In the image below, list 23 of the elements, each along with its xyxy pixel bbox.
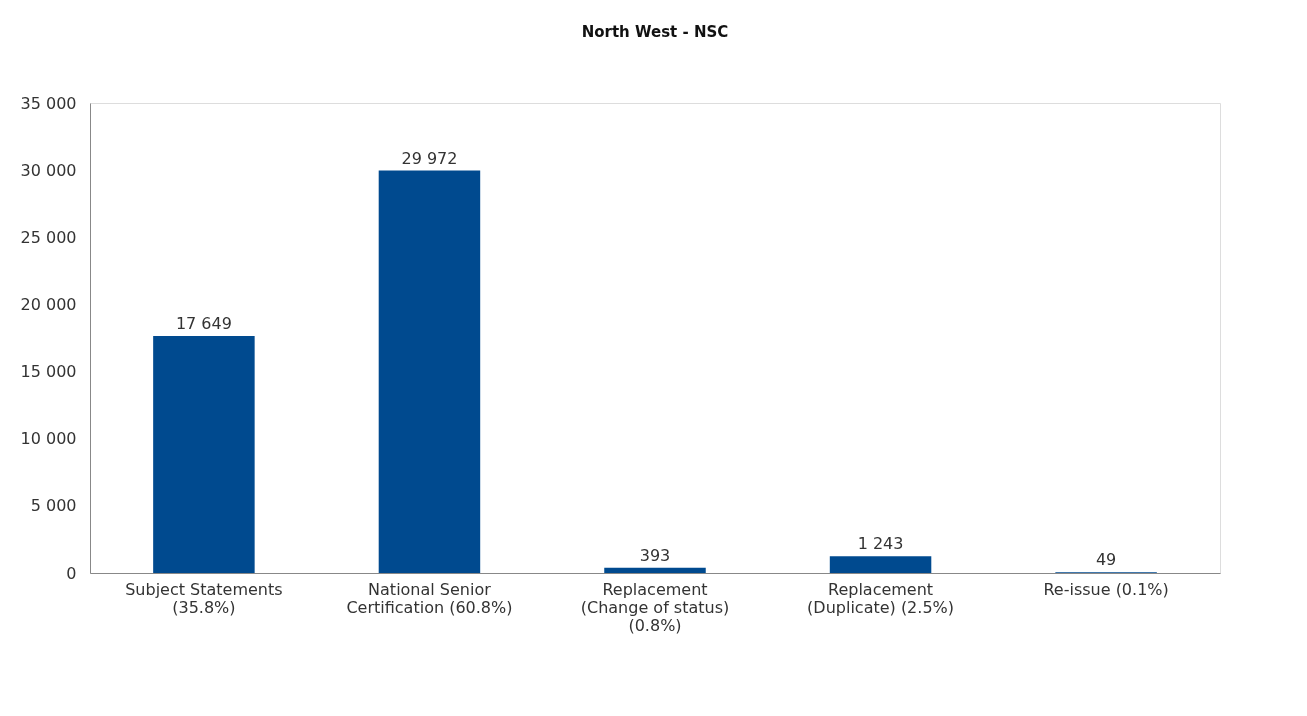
y-tick-label: 10 000 xyxy=(20,429,77,449)
bar xyxy=(153,336,255,573)
y-tick-label: 5 000 xyxy=(30,496,77,516)
y-tick-label: 0 xyxy=(66,563,77,583)
y-tick-label: 25 000 xyxy=(20,227,77,247)
x-tick-label: Replacement (Change of status) (0.8%) xyxy=(580,579,730,635)
data-label: 393 xyxy=(639,545,671,565)
y-tick-label: 15 000 xyxy=(20,362,77,382)
x-tick-label: Subject Statements (35.8%) xyxy=(125,579,283,617)
data-label: 1 243 xyxy=(857,534,904,554)
chart-title: North West - NSC xyxy=(581,23,729,41)
bar xyxy=(378,170,481,573)
y-tick-label: 20 000 xyxy=(20,294,77,314)
data-label: 49 xyxy=(1095,550,1117,570)
y-tick-label: 35 000 xyxy=(20,93,77,113)
y-tick-label: 30 000 xyxy=(20,160,77,180)
bar xyxy=(604,567,706,573)
data-label: 29 972 xyxy=(401,148,458,168)
data-label: 17 649 xyxy=(175,314,232,333)
x-tick-label: Re-issue (0.1%) xyxy=(1043,579,1169,599)
x-tick-label: National Senior Certification (60.8%) xyxy=(346,579,513,617)
x-tick-label: Replacement (Duplicate) (2.5%) xyxy=(807,579,955,617)
bar xyxy=(829,556,932,573)
